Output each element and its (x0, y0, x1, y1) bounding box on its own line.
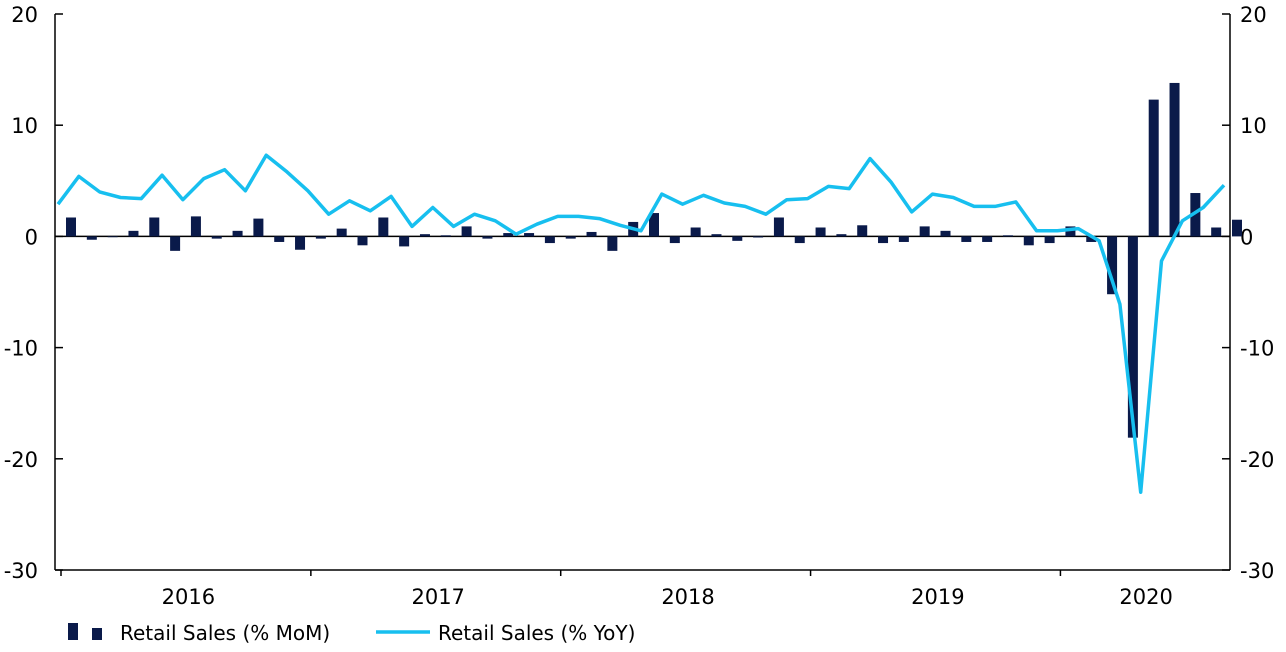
mom-bar (378, 217, 389, 237)
mom-bar (253, 218, 264, 237)
mom-bar (86, 236, 97, 240)
mom-bar (586, 231, 597, 237)
mom-bar (482, 236, 493, 239)
mom-bar (149, 217, 160, 237)
mom-bar (128, 230, 139, 237)
legend-mom-swatch-bar-1 (68, 623, 78, 640)
mom-bar (1023, 236, 1034, 246)
mom-bar (440, 235, 451, 237)
mom-bar (565, 236, 576, 239)
mom-bar (190, 216, 201, 237)
mom-bar (857, 225, 868, 237)
mom-bar (503, 233, 514, 237)
mom-bar (649, 213, 659, 237)
mom-bar (357, 236, 368, 246)
mom-bar (1127, 236, 1138, 438)
mom-bar (336, 228, 347, 237)
left-y-tick-label: 0 (25, 225, 38, 249)
mom-bar (274, 236, 285, 242)
mom-bar (1044, 236, 1055, 244)
x-year-label: 2020 (1119, 585, 1172, 609)
mom-bar (107, 236, 118, 238)
mom-bar (315, 236, 326, 239)
mom-bar (919, 226, 930, 237)
left-y-tick-label: -30 (4, 559, 38, 583)
x-year-label: 2019 (911, 585, 964, 609)
mom-bar (232, 230, 243, 237)
mom-bar (607, 236, 618, 251)
mom-bar (461, 226, 472, 237)
left-y-tick-label: -20 (4, 448, 38, 472)
mom-bar (794, 236, 805, 244)
mom-bar (961, 236, 972, 242)
left-y-tick-label: 20 (11, 3, 38, 27)
legend-mom-label: Retail Sales (% MoM) (120, 621, 330, 645)
right-y-tick-label: 20 (1240, 3, 1267, 27)
mom-bar (1148, 99, 1159, 237)
mom-bar (1211, 227, 1222, 237)
right-y-tick-label: -30 (1240, 559, 1274, 583)
mom-bar (1169, 82, 1180, 237)
left-y-tick-label: -10 (4, 337, 38, 361)
x-year-label: 2017 (411, 585, 464, 609)
mom-bar (1065, 226, 1076, 237)
mom-bar (878, 236, 889, 244)
mom-bar (1190, 193, 1201, 237)
legend-yoy-label: Retail Sales (% YoY) (438, 621, 635, 645)
left-y-tick-label: 10 (11, 114, 38, 138)
mom-bar (1002, 235, 1013, 237)
mom-bar (711, 234, 722, 237)
right-y-tick-label: 10 (1240, 114, 1267, 138)
mom-bar (295, 236, 306, 250)
mom-bar (544, 236, 555, 244)
mom-bar (815, 227, 826, 237)
mom-bar (690, 227, 701, 237)
mom-bar (1107, 236, 1118, 295)
mom-bar (940, 230, 951, 237)
mom-bar (898, 236, 909, 242)
right-y-tick-label: 0 (1240, 225, 1253, 249)
mom-bar (419, 234, 430, 237)
mom-bar (836, 234, 847, 237)
mom-bar (524, 233, 535, 237)
legend-mom-swatch-bar-2 (92, 628, 102, 640)
yoy-line (56, 153, 1226, 494)
mom-bar (66, 217, 76, 237)
mom-bar (1086, 236, 1097, 242)
mom-bar (982, 236, 993, 242)
right-y-tick-label: -10 (1240, 337, 1274, 361)
mom-bar (399, 236, 410, 247)
mom-bar (669, 236, 680, 244)
mom-bar (732, 236, 743, 241)
x-year-label: 2016 (162, 585, 215, 609)
right-y-tick-label: -20 (1240, 448, 1274, 472)
mom-bar (170, 236, 181, 251)
mom-bar (773, 217, 784, 237)
mom-bar (211, 236, 222, 239)
mom-bar (753, 236, 764, 238)
x-year-label: 2018 (661, 585, 714, 609)
mom-bar (1232, 219, 1242, 237)
